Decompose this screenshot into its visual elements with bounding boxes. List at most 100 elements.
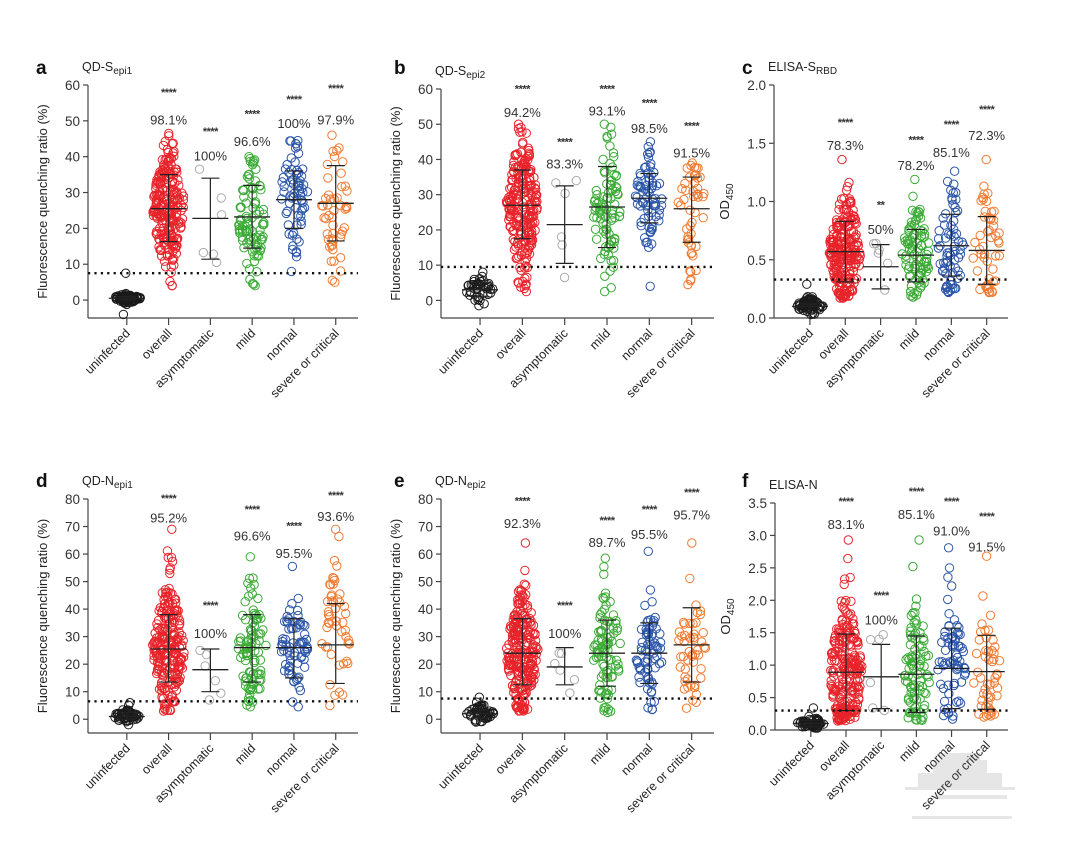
- data-point: [643, 665, 653, 675]
- data-point: [941, 268, 951, 279]
- group-overall: [148, 128, 189, 291]
- data-point: [948, 188, 958, 198]
- data-point: [686, 229, 696, 239]
- data-point: [156, 645, 166, 656]
- data-point: [565, 688, 575, 698]
- data-point: [957, 643, 967, 653]
- data-point: [167, 697, 177, 707]
- percent-label: 50%: [868, 222, 894, 237]
- data-point: [325, 580, 336, 590]
- significance-label: ****: [642, 98, 658, 110]
- y-tick-label: 50: [418, 575, 433, 590]
- data-point: [907, 205, 918, 216]
- data-point: [596, 625, 607, 635]
- data-point: [178, 202, 189, 213]
- data-point: [842, 278, 853, 288]
- data-point: [600, 271, 610, 281]
- data-point: [177, 663, 188, 673]
- data-point: [169, 167, 179, 177]
- data-point: [825, 234, 836, 245]
- data-point: [510, 236, 520, 247]
- data-point: [601, 702, 611, 713]
- significance-label: ****: [286, 94, 302, 106]
- data-point: [251, 164, 261, 174]
- data-point: [911, 594, 922, 604]
- data-point: [291, 252, 302, 262]
- data-point: [830, 687, 840, 697]
- data-point: [334, 597, 345, 607]
- data-point: [167, 240, 177, 250]
- data-point: [632, 180, 642, 190]
- data-point: [643, 142, 653, 152]
- data-point: [504, 666, 514, 676]
- data-point: [689, 629, 699, 639]
- data-point: [645, 281, 655, 291]
- data-point: [915, 628, 925, 638]
- data-point: [527, 647, 538, 657]
- y-tick-label: 3.5: [748, 496, 767, 511]
- percent-label: 83.3%: [546, 156, 583, 171]
- data-point: [685, 618, 695, 629]
- data-point: [172, 189, 182, 199]
- data-point: [609, 152, 619, 162]
- data-point: [949, 615, 960, 625]
- data-point: [297, 651, 307, 661]
- data-point: [944, 563, 955, 573]
- data-point: [157, 633, 168, 644]
- y-tick-label: 50: [65, 114, 80, 129]
- data-point: [325, 680, 335, 690]
- data-point: [512, 625, 522, 636]
- data-point: [943, 594, 953, 605]
- data-point: [953, 273, 963, 283]
- data-point: [173, 202, 183, 213]
- data-point: [944, 248, 954, 258]
- data-point: [516, 282, 526, 292]
- x-tick-label: mild: [232, 326, 258, 352]
- data-point: [160, 591, 171, 602]
- data-point: [834, 205, 844, 215]
- data-point: [277, 641, 288, 651]
- data-point: [159, 256, 170, 266]
- data-point: [638, 187, 648, 197]
- data-point: [981, 645, 991, 656]
- data-point: [294, 237, 304, 247]
- data-point: [606, 129, 617, 139]
- data-point: [282, 611, 292, 622]
- data-point: [167, 691, 178, 701]
- data-point: [155, 179, 165, 189]
- group-mild: [897, 174, 934, 302]
- data-point: [168, 148, 178, 158]
- data-point: [981, 154, 991, 165]
- data-point: [286, 153, 296, 163]
- data-point: [601, 204, 612, 215]
- data-point: [571, 175, 581, 186]
- group-uninfected: [791, 279, 828, 320]
- group-normal: [275, 561, 313, 712]
- percent-label: 95.7%: [673, 508, 710, 523]
- x-tick-label: uninfected: [82, 326, 133, 377]
- data-point: [901, 676, 911, 686]
- data-point: [687, 538, 697, 548]
- data-point: [331, 621, 342, 631]
- data-point: [994, 228, 1004, 238]
- data-point: [279, 645, 289, 656]
- data-point: [903, 695, 914, 705]
- data-point: [802, 279, 812, 289]
- data-point: [293, 702, 303, 712]
- y-tick-label: 0.0: [748, 723, 767, 738]
- data-point: [173, 612, 183, 622]
- significance-label: ****: [161, 493, 177, 505]
- data-point: [936, 679, 946, 689]
- data-point: [250, 199, 260, 209]
- data-point: [643, 186, 653, 197]
- data-point: [910, 262, 920, 272]
- data-point: [908, 292, 918, 302]
- data-point: [604, 229, 614, 239]
- data-point: [338, 157, 348, 167]
- data-point: [941, 257, 951, 268]
- data-point: [286, 266, 297, 277]
- data-point: [938, 265, 948, 276]
- data-point: [284, 665, 294, 676]
- data-point: [516, 122, 526, 133]
- data-point: [165, 225, 176, 236]
